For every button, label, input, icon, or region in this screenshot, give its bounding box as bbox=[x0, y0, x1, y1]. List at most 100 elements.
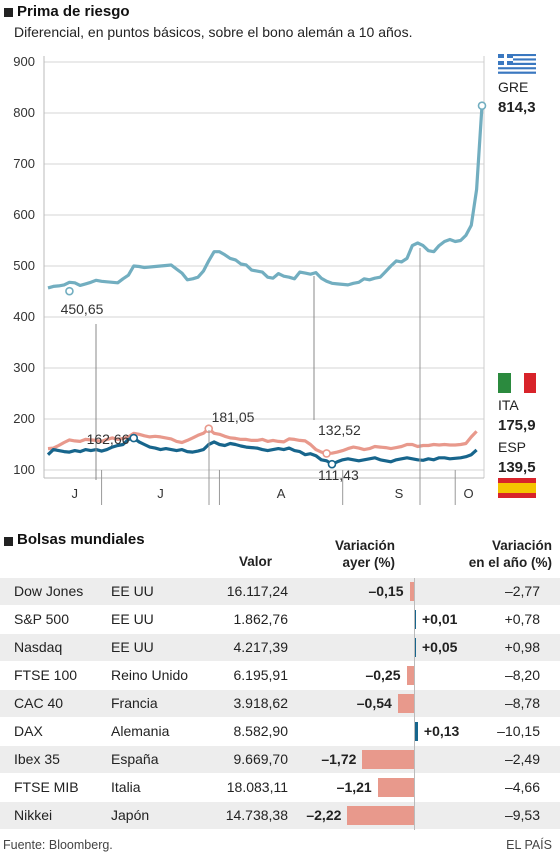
section-marker bbox=[4, 537, 13, 546]
daily-variation-bar bbox=[397, 694, 414, 713]
market-country: Reino Unido bbox=[111, 667, 189, 683]
table-row: Nikkei Japón 14.738,38 –2,22 –9,53 bbox=[0, 802, 560, 829]
market-name: Nikkei bbox=[14, 807, 53, 823]
table-row: Nasdaq EE UU 4.217,39 +0,05 +0,98 bbox=[0, 634, 560, 661]
annotation-label: 450,65 bbox=[61, 301, 104, 317]
annotation-label: 111,43 bbox=[318, 467, 359, 483]
market-name: DAX bbox=[14, 723, 43, 739]
series-line-esp bbox=[46, 436, 478, 466]
annotation-label: 181,05 bbox=[212, 409, 255, 425]
market-country: Francia bbox=[111, 695, 158, 711]
y-tick-label: 100 bbox=[13, 462, 35, 477]
daily-variation-value: –2,22 bbox=[306, 807, 342, 823]
year-variation-value: –2,49 bbox=[504, 751, 540, 767]
daily-variation-bar bbox=[409, 582, 414, 601]
col-header-value: Valor bbox=[238, 554, 272, 569]
col-header-daily: Variación ayer (%) bbox=[335, 537, 395, 571]
daily-variation-bar bbox=[414, 638, 416, 657]
annotation-label: 162,66 bbox=[87, 431, 130, 447]
market-value: 9.669,70 bbox=[233, 751, 289, 767]
y-tick-label: 400 bbox=[13, 309, 35, 324]
table-row: CAC 40 Francia 3.918,62 –0,54 –8,78 bbox=[0, 690, 560, 717]
col-header-daily-line1: Variación bbox=[334, 538, 395, 553]
chart-subtitle: Diferencial, en puntos básicos, sobre el… bbox=[14, 24, 413, 40]
year-variation-value: –8,20 bbox=[504, 667, 540, 683]
daily-variation-bar bbox=[362, 750, 414, 769]
daily-variation-bar bbox=[406, 666, 414, 685]
market-value: 6.195,91 bbox=[233, 667, 289, 683]
y-tick-label: 300 bbox=[13, 360, 35, 375]
market-name: Nasdaq bbox=[14, 639, 63, 655]
table-row: Dow Jones EE UU 16.117,24 –0,15 –2,77 bbox=[0, 578, 560, 605]
table-row: Ibex 35 España 9.669,70 –1,72 –2,49 bbox=[0, 746, 560, 773]
series-line-gre bbox=[47, 105, 484, 290]
market-value: 3.918,62 bbox=[233, 695, 289, 711]
daily-variation-value: –1,72 bbox=[321, 751, 357, 767]
x-month-label: O bbox=[464, 486, 474, 501]
risk-premium-chart: 100 200 300 400 500 600 700 800 900 J J A S O 450,65… bbox=[13, 54, 536, 505]
market-value: 1.862,76 bbox=[233, 611, 289, 627]
legend-name-gre: GRE bbox=[498, 79, 528, 95]
daily-variation-value: –0,15 bbox=[368, 583, 404, 599]
annotation-point bbox=[322, 449, 331, 458]
annotation-point bbox=[65, 286, 74, 296]
annotation-point bbox=[327, 459, 337, 469]
daily-variation-bar bbox=[414, 610, 416, 629]
daily-variation-axis bbox=[414, 578, 415, 830]
market-country: Alemania bbox=[111, 723, 170, 739]
flag-italy-icon bbox=[498, 373, 536, 393]
year-variation-value: +0,78 bbox=[504, 611, 540, 627]
y-tick-label: 500 bbox=[13, 258, 35, 273]
market-country: Japón bbox=[111, 807, 150, 823]
daily-variation-bar bbox=[377, 778, 414, 797]
table-row: S&P 500 EE UU 1.862,76 +0,01 +0,78 bbox=[0, 606, 560, 633]
year-variation-value: –10,15 bbox=[497, 723, 540, 739]
x-month-label: J bbox=[157, 486, 164, 501]
daily-variation-value: –0,25 bbox=[365, 667, 401, 683]
y-tick-label: 600 bbox=[13, 207, 35, 222]
series-line-ita bbox=[47, 427, 478, 455]
footer-source: Fuente: Bloomberg. bbox=[3, 838, 113, 852]
col-header-year-line1: Variación bbox=[491, 538, 552, 553]
legend-value-ita: 175,9 bbox=[498, 417, 536, 434]
table-row: FTSE MIB Italia 18.083,11 –1,21 –4,66 bbox=[0, 774, 560, 801]
market-country: EE UU bbox=[111, 639, 154, 655]
market-country: EE UU bbox=[111, 611, 154, 627]
market-country: Italia bbox=[111, 779, 141, 795]
flag-greece-icon bbox=[498, 54, 536, 74]
daily-variation-value: +0,13 bbox=[423, 723, 460, 739]
year-variation-value: –2,77 bbox=[504, 583, 540, 599]
year-variation-value: –9,53 bbox=[504, 807, 540, 823]
daily-variation-bar bbox=[414, 722, 418, 741]
annotation-point bbox=[129, 433, 139, 443]
x-month-label: J bbox=[72, 486, 79, 501]
table-row: DAX Alemania 8.582,90 +0,13 –10,15 bbox=[0, 718, 560, 745]
market-value: 18.083,11 bbox=[226, 779, 288, 795]
series-end-point-gre bbox=[477, 101, 487, 111]
market-name: Dow Jones bbox=[14, 583, 84, 599]
section-marker bbox=[4, 8, 13, 17]
y-tick-label: 200 bbox=[13, 411, 35, 426]
col-header-year-line2: en el año (%) bbox=[468, 555, 552, 570]
x-month-label: A bbox=[277, 486, 286, 501]
x-month-label: S bbox=[395, 486, 404, 501]
markets-title: Bolsas mundiales bbox=[17, 531, 145, 548]
market-value: 16.117,24 bbox=[226, 583, 288, 599]
market-name: CAC 40 bbox=[14, 695, 64, 711]
year-variation-value: –4,66 bbox=[504, 779, 540, 795]
legend-value-esp: 139,5 bbox=[498, 459, 536, 476]
table-row: FTSE 100 Reino Unido 6.195,91 –0,25 –8,20 bbox=[0, 662, 560, 689]
legend-name-ita: ITA bbox=[498, 397, 519, 413]
daily-variation-value: –1,21 bbox=[336, 779, 372, 795]
daily-variation-bar bbox=[347, 806, 414, 825]
footer-brand: EL PAÍS bbox=[506, 838, 552, 852]
market-name: FTSE 100 bbox=[14, 667, 78, 683]
market-value: 8.582,90 bbox=[233, 723, 289, 739]
col-header-daily-line2: ayer (%) bbox=[342, 555, 395, 570]
chart-title: Prima de riesgo bbox=[17, 3, 130, 20]
flag-spain-icon bbox=[498, 478, 536, 498]
market-name: S&P 500 bbox=[14, 611, 70, 627]
market-name: FTSE MIB bbox=[14, 779, 79, 795]
year-variation-value: +0,98 bbox=[504, 639, 540, 655]
legend-value-gre: 814,3 bbox=[498, 99, 536, 116]
